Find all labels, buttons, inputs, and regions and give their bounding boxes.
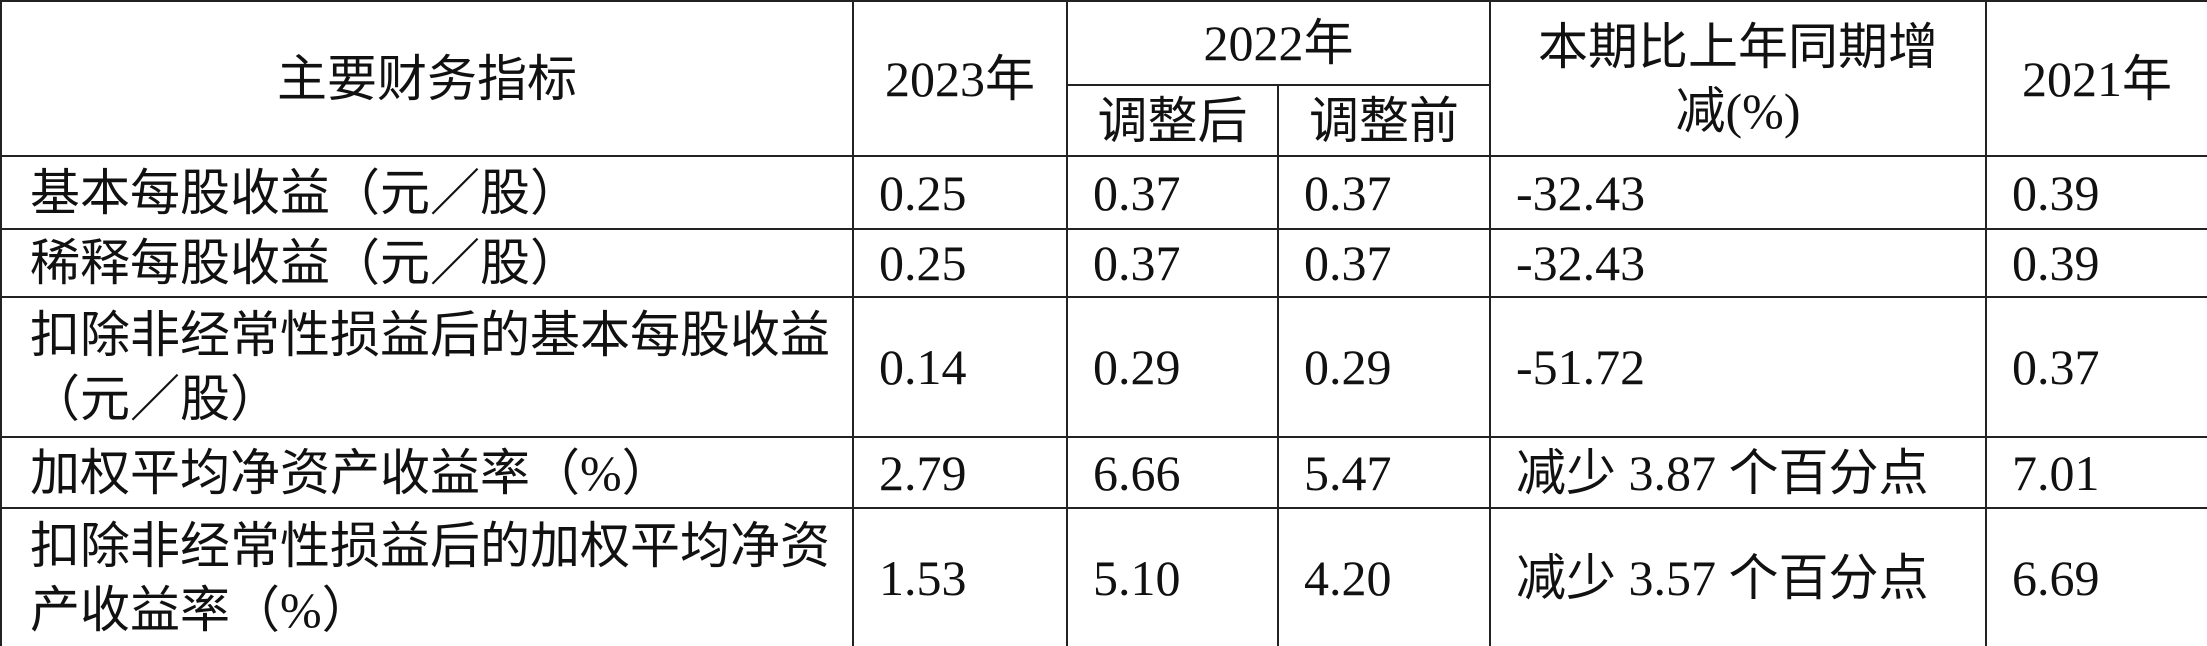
cell: 0.14 xyxy=(852,296,1068,438)
cell: 0.37 xyxy=(1066,228,1279,298)
data-row: 扣除非经常性损益后的基本每股收益（元／股） 0.14 0.29 0.29 -51.72 0… xyxy=(0,296,2207,438)
header-row: 调整后 调整前 xyxy=(1,84,2207,157)
row-label: 加权平均净资产收益率（%） xyxy=(0,436,854,509)
header-cell: 本期比上年同期增减(%) xyxy=(1489,0,1987,157)
cell: 4.20 xyxy=(1277,507,1491,646)
data-row: 基本每股收益（元／股） 0.25 0.37 0.37 -32.43 0.39 xyxy=(0,155,2207,230)
cell: 0.37 xyxy=(1066,155,1279,230)
header-cell: 2022年 xyxy=(1066,0,1491,86)
cell: 0.37 xyxy=(1277,155,1491,230)
cell: 6.69 xyxy=(1985,507,2207,646)
cell: 1.53 xyxy=(852,507,1068,646)
cell: 减少 3.87 个百分点 xyxy=(1489,436,1987,509)
cell: 6.66 xyxy=(1066,436,1279,509)
cell: 0.37 xyxy=(1277,228,1491,298)
cell: -51.72 xyxy=(1489,296,1987,438)
data-row: 稀释每股收益（元／股） 0.25 0.37 0.37 -32.43 0.39 xyxy=(0,228,2207,298)
row-label: 稀释每股收益（元／股） xyxy=(0,228,854,298)
cell: 2.79 xyxy=(852,436,1068,509)
header-cell: 调整前 xyxy=(1277,84,1491,157)
row-label: 扣除非经常性损益后的基本每股收益（元／股） xyxy=(0,296,854,438)
cell: -32.43 xyxy=(1489,228,1987,298)
cell: 0.37 xyxy=(1985,296,2207,438)
header-cell: 2023年 xyxy=(852,0,1068,157)
cell: 5.47 xyxy=(1277,436,1491,509)
cell: 0.39 xyxy=(1985,228,2207,298)
row-label: 基本每股收益（元／股） xyxy=(0,155,854,230)
header-cell: 主要财务指标 xyxy=(0,0,854,157)
cell: 7.01 xyxy=(1985,436,2207,509)
header-cell: 2021年 xyxy=(1985,0,2207,157)
data-row: 扣除非经常性损益后的加权平均净资产收益率（%） 1.53 5.10 4.20 减少 3.… xyxy=(0,507,2207,646)
cell: 减少 3.57 个百分点 xyxy=(1489,507,1987,646)
cell: 0.29 xyxy=(1066,296,1279,438)
cell: 5.10 xyxy=(1066,507,1279,646)
cell: -32.43 xyxy=(1489,155,1987,230)
cell: 0.25 xyxy=(852,228,1068,298)
header-row: 主要财务指标 2023年 2022年 本期比上年同期增减(%) 2021年 xyxy=(0,0,2207,157)
data-row: 加权平均净资产收益率（%） 2.79 6.66 5.47 减少 3.87 个百分点 7.0… xyxy=(0,436,2207,509)
cell: 0.39 xyxy=(1985,155,2207,230)
cell: 0.29 xyxy=(1277,296,1491,438)
row-label: 扣除非经常性损益后的加权平均净资产收益率（%） xyxy=(0,507,854,646)
cell: 0.25 xyxy=(852,155,1068,230)
header-cell: 调整后 xyxy=(1066,84,1279,157)
